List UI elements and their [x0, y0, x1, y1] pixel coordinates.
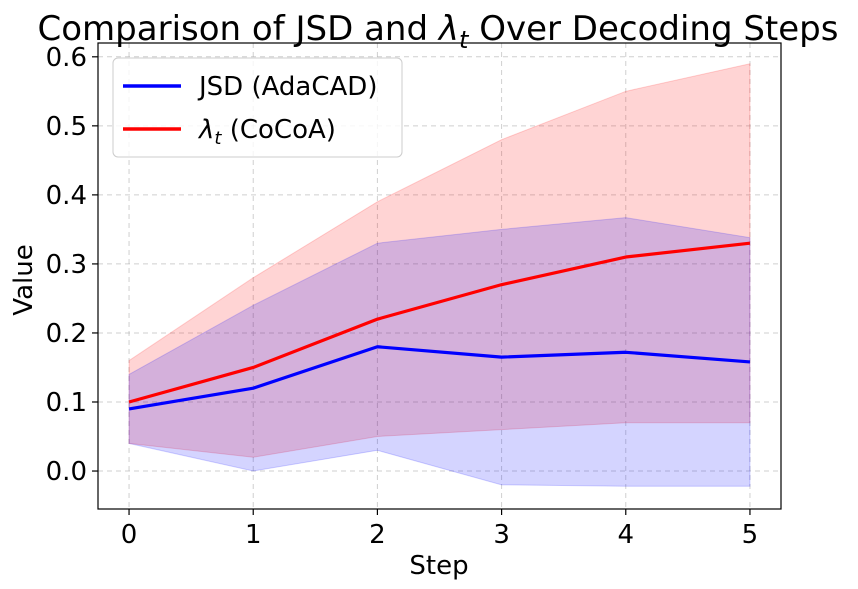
line-layer	[128, 241, 751, 411]
chart-title: Comparison of JSD and λt Over Decoding S…	[38, 9, 839, 54]
confidence-band-lambda	[128, 63, 751, 458]
y-tick-layer: 0.0 0.1 0.2 0.3 0.4 0.5 0.6	[46, 43, 98, 487]
y-tick-label: 0.1	[46, 388, 87, 418]
y-tick-label: 0.3	[46, 250, 87, 280]
y-tick-label: 0.4	[46, 181, 87, 211]
x-tick-label: 0	[121, 520, 138, 550]
legend-label-lambda: λt (CoCoA)	[197, 115, 336, 149]
legend-lambda-symbol: λ	[197, 115, 214, 145]
series-line-jsd	[128, 345, 751, 411]
y-tick-label: 0.2	[46, 319, 87, 349]
legend-box	[112, 57, 403, 158]
chart-title-subscript: t	[459, 26, 470, 54]
legend-lambda-suffix: (CoCoA)	[221, 115, 335, 145]
legend: JSD (AdaCAD) λt (CoCoA)	[112, 57, 403, 158]
x-tick-label: 1	[245, 520, 262, 550]
y-tick-label: 0.5	[46, 112, 87, 142]
series-line-lambda	[128, 241, 751, 404]
chart-title-symbol: λ	[437, 9, 459, 49]
x-tick-layer: 0 1 2 3 4 5	[121, 509, 758, 550]
x-axis-label: Step	[409, 551, 468, 581]
x-tick-label: 4	[617, 520, 634, 550]
legend-label-jsd: JSD (AdaCAD)	[197, 72, 377, 102]
y-tick-label: 0.0	[46, 457, 87, 487]
plot-frame	[97, 42, 782, 510]
grid-layer	[98, 43, 781, 509]
x-tick-label: 2	[369, 520, 386, 550]
x-tick-label: 5	[742, 520, 759, 550]
chart-title-prefix: Comparison of JSD and	[38, 9, 439, 49]
y-axis-label: Value	[9, 244, 39, 315]
x-tick-label: 3	[493, 520, 510, 550]
legend-lambda-subscript: t	[214, 128, 222, 149]
y-tick-label: 0.6	[46, 43, 87, 73]
chart-title-suffix: Over Decoding Steps	[468, 9, 838, 49]
